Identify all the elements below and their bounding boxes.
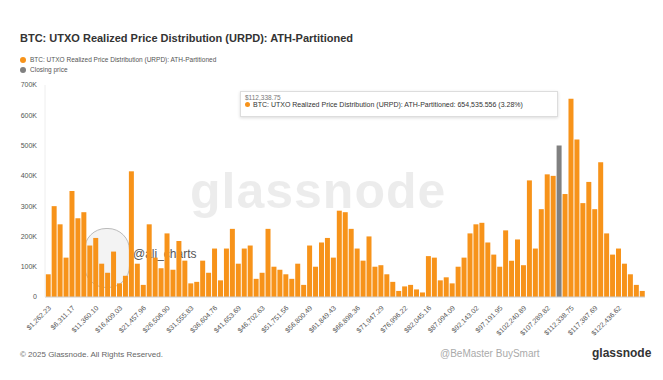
svg-text:$6,311.17: $6,311.17 [49,304,76,331]
svg-text:300K: 300K [21,203,38,210]
svg-text:600K: 600K [21,112,38,119]
svg-text:0: 0 [33,293,37,300]
html-text:@ali_charts: @ali_charts [133,247,197,261]
svg-text:$102,240.89: $102,240.89 [495,304,528,337]
svg-text:$21,457.96: $21,457.96 [117,304,148,334]
svg-text:$1,262.23: $1,262.23 [25,304,52,331]
svg-text:$46,702.63: $46,702.63 [236,304,267,334]
svg-text:$122,436.62: $122,436.62 [590,304,623,337]
svg-text:$66,898.36: $66,898.36 [331,304,362,334]
html-text:Closing price: Closing price [30,66,68,73]
svg-text:500K: 500K [21,142,38,149]
svg-text:$26,506.90: $26,506.90 [141,304,171,334]
svg-text:$82,045.16: $82,045.16 [402,304,433,334]
svg-text:$61,849.43: $61,849.43 [307,304,338,334]
svg-text:400K: 400K [21,172,38,179]
svg-text:$16,409.03: $16,409.03 [93,304,124,334]
svg-text:$41,653.69: $41,653.69 [212,304,243,334]
html-text:glassnode: glassnode [190,163,447,219]
html-text:© 2025 Glassnode. All Rights R: © 2025 Glassnode. All Rights Reserved. [20,350,163,359]
svg-text:$31,555.83: $31,555.83 [165,304,195,334]
svg-text:$97,191.95: $97,191.95 [473,304,504,334]
svg-text:$71,947.29: $71,947.29 [355,304,385,334]
svg-text:$36,604.76: $36,604.76 [188,304,219,334]
html-text:BTC: UTXO Realized Price Distr: BTC: UTXO Realized Price Distribution (U… [30,56,217,63]
svg-text:200K: 200K [21,233,38,240]
svg-text:$56,800.49: $56,800.49 [283,304,314,334]
html-text:BTC: UTXO Realized Price Distr: BTC: UTXO Realized Price Distribution (U… [253,101,523,108]
svg-text:$112,338.75: $112,338.75 [542,304,575,337]
html-text:glassnode: glassnode [592,346,652,360]
svg-text:100K: 100K [21,263,38,270]
svg-text:$92,143.02: $92,143.02 [450,304,480,334]
svg-text:$51,751.56: $51,751.56 [260,304,290,334]
html-text:@BeMaster BuySmart: @BeMaster BuySmart [440,348,540,359]
svg-text:$11,360.10: $11,360.10 [70,304,100,334]
svg-text:$107,289.82: $107,289.82 [518,304,552,337]
svg-text:$117,387.69: $117,387.69 [566,304,599,337]
html-text:$112,338.75: $112,338.75 [245,94,281,101]
svg-text:$87,094.09: $87,094.09 [426,304,457,334]
html-text:BTC: UTXO Realized Price Distr: BTC: UTXO Realized Price Distribution (U… [20,32,354,44]
svg-text:$76,996.22: $76,996.22 [378,304,409,334]
svg-text:700K: 700K [21,81,38,88]
